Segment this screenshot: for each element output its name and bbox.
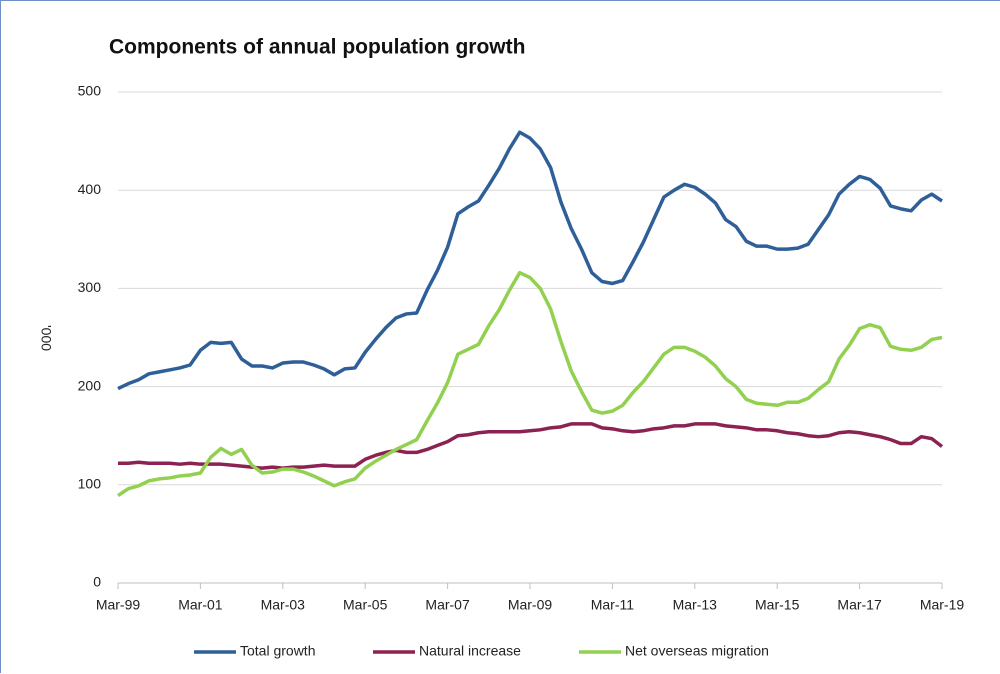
chart-title: Components of annual population growth xyxy=(109,36,525,59)
x-tick-label: Mar-01 xyxy=(178,597,223,613)
y-tick-label: 500 xyxy=(78,83,102,99)
x-tick-label: Mar-17 xyxy=(837,597,882,613)
series-line xyxy=(117,130,943,391)
legend-label: Total growth xyxy=(240,643,315,659)
x-tick-label: Mar-11 xyxy=(591,597,635,613)
x-tick-label: Mar-05 xyxy=(343,597,388,613)
y-tick-label: 300 xyxy=(78,279,102,295)
series-line xyxy=(118,422,944,470)
y-axis-label: '000 xyxy=(38,325,54,351)
y-tick-label: 200 xyxy=(78,377,102,393)
series-line xyxy=(117,270,943,498)
legend-label: Natural increase xyxy=(419,643,521,659)
x-tick-label: Mar-15 xyxy=(755,597,800,613)
y-tick-label: 400 xyxy=(78,181,102,197)
legend-label: Net overseas migration xyxy=(625,643,769,659)
x-tick-label: Mar-09 xyxy=(508,597,553,613)
y-tick-label: 100 xyxy=(78,476,102,492)
x-tick-label: Mar-03 xyxy=(261,597,306,613)
y-tick-label: 0 xyxy=(93,574,101,590)
x-tick-label: Mar-13 xyxy=(673,597,718,613)
x-tick-label: Mar-19 xyxy=(920,597,965,613)
x-tick-label: Mar-07 xyxy=(425,597,470,613)
x-tick-label: Mar-99 xyxy=(96,597,141,613)
